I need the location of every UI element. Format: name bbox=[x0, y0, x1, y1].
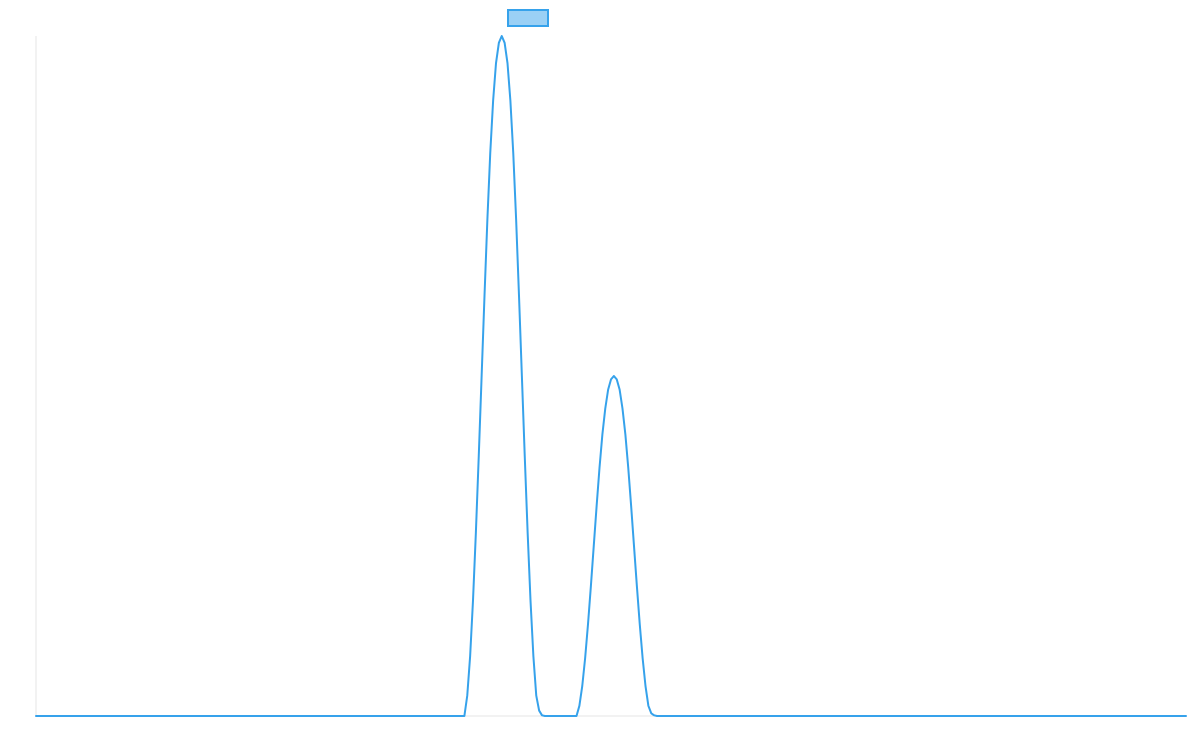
legend bbox=[507, 9, 549, 27]
series-layer bbox=[35, 35, 1187, 717]
series-line-0 bbox=[35, 35, 1187, 717]
axes bbox=[35, 36, 1186, 717]
legend-swatch[interactable] bbox=[507, 9, 549, 27]
